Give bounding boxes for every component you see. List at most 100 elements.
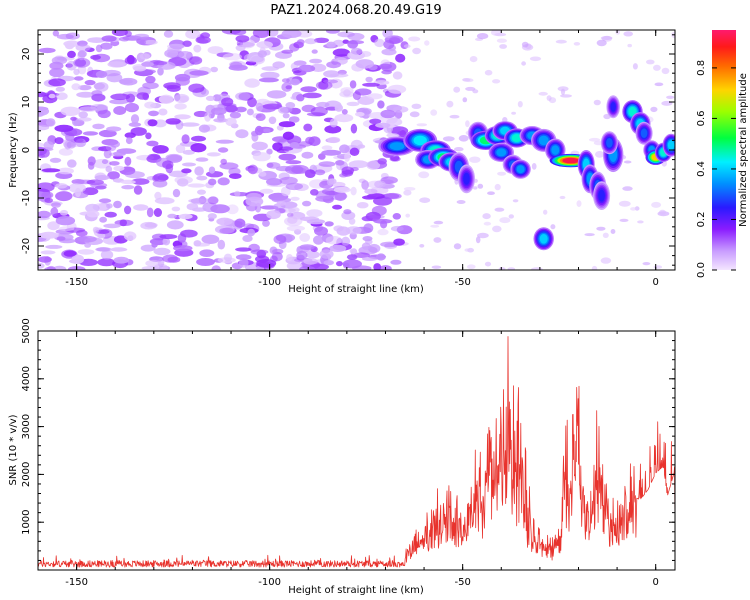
noise-patch — [653, 265, 663, 269]
noise-patch — [412, 47, 421, 55]
noise-patch — [38, 47, 56, 54]
noise-patch — [593, 99, 601, 106]
noise-patch — [52, 30, 60, 37]
spectrogram-y-axis-label: Frequency (Hz) — [8, 112, 19, 188]
noise-patch — [324, 125, 342, 134]
noise-patch — [355, 59, 374, 69]
noise-patch — [380, 176, 398, 184]
noise-patch — [58, 226, 75, 232]
noise-patch — [543, 209, 548, 215]
noise-patch — [119, 77, 138, 86]
noise-patch — [71, 254, 85, 264]
noise-patch — [329, 244, 347, 252]
noise-patch — [371, 205, 387, 216]
noise-patch — [75, 44, 91, 52]
noise-patch — [98, 198, 112, 203]
noise-patch — [244, 78, 260, 88]
noise-patch — [96, 247, 110, 252]
feature-contour — [667, 140, 675, 150]
noise-patch — [94, 175, 110, 181]
noise-patch — [350, 47, 363, 55]
noise-patch — [299, 244, 315, 251]
noise-patch — [190, 143, 207, 153]
noise-patch — [453, 243, 462, 250]
noise-patch — [348, 160, 369, 169]
noise-patch — [56, 33, 74, 40]
noise-patch — [73, 68, 80, 76]
noise-patch — [353, 252, 370, 258]
noise-patch — [529, 56, 542, 62]
noise-patch — [287, 216, 298, 224]
noise-patch — [454, 147, 464, 152]
noise-patch — [195, 157, 209, 162]
noise-patch — [362, 82, 380, 87]
noise-patch — [286, 254, 293, 262]
noise-patch — [273, 234, 287, 244]
noise-patch — [171, 206, 181, 212]
noise-patch — [120, 179, 136, 185]
noise-patch — [303, 123, 313, 132]
noise-patch — [173, 245, 193, 252]
noise-patch — [303, 258, 319, 265]
noise-patch — [154, 191, 162, 200]
noise-patch — [130, 127, 147, 136]
noise-patch — [310, 189, 319, 196]
noise-patch — [313, 235, 324, 245]
noise-patch — [139, 53, 151, 60]
noise-patch — [397, 130, 407, 138]
noise-patch — [472, 186, 478, 190]
noise-patch — [255, 113, 266, 121]
noise-patch — [235, 35, 250, 43]
noise-patch — [76, 91, 96, 98]
noise-patch — [215, 139, 234, 144]
noise-patch — [324, 221, 334, 227]
y-tick-label: 20 — [21, 48, 32, 61]
noise-patch — [600, 36, 613, 40]
noise-patch — [67, 50, 76, 59]
noise-patch — [314, 169, 326, 176]
noise-patch — [299, 265, 316, 270]
noise-patch — [392, 213, 401, 220]
noise-patch — [560, 88, 566, 96]
noise-patch — [281, 49, 294, 54]
noise-patch — [223, 253, 233, 262]
noise-patch — [623, 160, 632, 164]
noise-patch — [305, 136, 315, 145]
noise-patch — [266, 148, 273, 155]
noise-patch — [278, 153, 297, 161]
spectral-feature — [593, 181, 611, 211]
noise-patch — [162, 254, 179, 263]
noise-patch — [329, 118, 338, 128]
spectral-feature — [510, 159, 531, 179]
noise-patch — [646, 59, 655, 65]
noise-patch — [121, 185, 135, 190]
noise-patch — [343, 209, 352, 215]
noise-patch — [100, 42, 113, 50]
noise-patch — [576, 200, 582, 208]
noise-patch — [282, 131, 294, 140]
noise-patch — [419, 244, 425, 248]
noise-patch — [133, 65, 147, 72]
feature-contour — [413, 135, 427, 146]
noise-patch — [109, 99, 129, 105]
noise-patch — [257, 50, 267, 58]
noise-patch — [158, 108, 168, 116]
noise-patch — [217, 147, 229, 153]
noise-patch — [254, 125, 264, 136]
noise-patch — [217, 239, 226, 250]
noise-patch — [262, 219, 270, 227]
noise-patch — [172, 188, 181, 198]
spectrogram-noise-field — [38, 30, 675, 270]
noise-patch — [285, 165, 304, 175]
noise-patch — [482, 213, 491, 220]
noise-patch — [595, 151, 605, 158]
feature-contour — [628, 106, 637, 117]
noise-patch — [259, 188, 274, 194]
noise-patch — [78, 111, 88, 119]
noise-patch — [637, 220, 644, 224]
noise-patch — [318, 161, 336, 167]
noise-patch — [285, 182, 303, 191]
noise-patch — [211, 107, 227, 115]
noise-patch — [91, 93, 106, 102]
